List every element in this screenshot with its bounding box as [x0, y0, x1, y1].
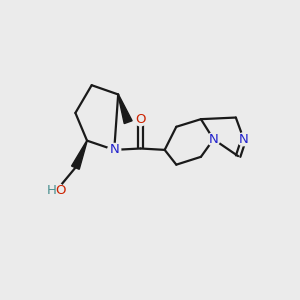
Text: O: O	[55, 184, 66, 196]
Circle shape	[207, 133, 220, 146]
Text: N: N	[239, 133, 249, 146]
Circle shape	[237, 133, 250, 146]
Text: N: N	[208, 133, 218, 146]
Text: O: O	[135, 113, 146, 126]
Circle shape	[50, 183, 64, 197]
Circle shape	[134, 114, 146, 126]
Circle shape	[108, 143, 121, 156]
Polygon shape	[118, 94, 132, 124]
Text: N: N	[110, 143, 119, 156]
Text: H: H	[47, 184, 57, 196]
Polygon shape	[71, 141, 87, 169]
